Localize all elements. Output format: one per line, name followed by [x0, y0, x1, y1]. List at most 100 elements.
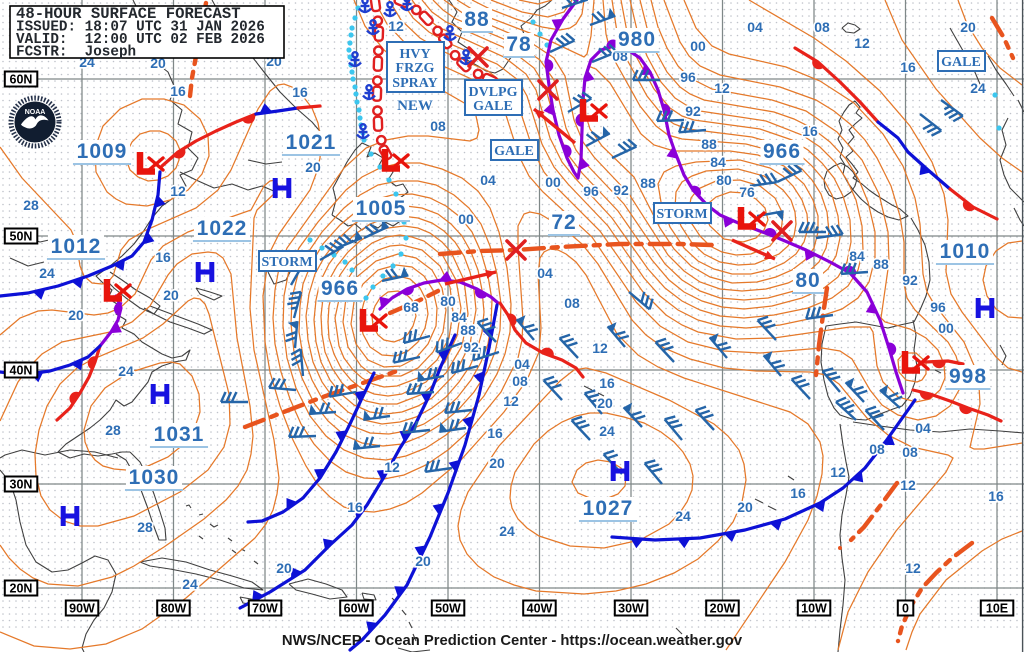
svg-text:16: 16	[347, 499, 363, 515]
svg-text:76: 76	[739, 184, 755, 200]
svg-text:60W: 60W	[344, 602, 370, 616]
svg-text:10W: 10W	[801, 602, 827, 616]
svg-text:16: 16	[900, 59, 916, 75]
svg-text:70W: 70W	[252, 602, 278, 616]
svg-text:20: 20	[305, 159, 321, 175]
svg-text:84: 84	[451, 309, 467, 325]
svg-text:980: 980	[618, 28, 656, 51]
svg-text:20: 20	[737, 499, 753, 515]
svg-text:92: 92	[613, 182, 629, 198]
svg-text:30N: 30N	[10, 478, 33, 492]
svg-text:84: 84	[849, 248, 865, 264]
svg-text:80W: 80W	[161, 602, 187, 616]
svg-text:1005: 1005	[356, 197, 407, 220]
svg-text:SPRAY: SPRAY	[392, 76, 437, 91]
svg-text:92: 92	[685, 103, 701, 119]
svg-text:50W: 50W	[435, 602, 461, 616]
svg-text:1010: 1010	[940, 240, 991, 263]
svg-text:20: 20	[276, 560, 292, 576]
svg-text:08: 08	[430, 118, 446, 134]
svg-text:24: 24	[599, 423, 615, 439]
svg-text:20W: 20W	[710, 602, 736, 616]
svg-text:20: 20	[489, 455, 505, 471]
svg-text:GALE: GALE	[941, 55, 981, 70]
svg-text:80: 80	[795, 269, 820, 292]
svg-text:60N: 60N	[10, 73, 33, 87]
svg-text:12: 12	[830, 464, 846, 480]
svg-text:12: 12	[388, 18, 404, 34]
svg-text:20: 20	[68, 307, 84, 323]
svg-text:24: 24	[118, 363, 134, 379]
svg-text:GALE: GALE	[473, 99, 513, 114]
svg-text:16: 16	[487, 425, 503, 441]
svg-text:04: 04	[537, 265, 553, 281]
svg-text:00: 00	[458, 211, 474, 227]
svg-text:16: 16	[292, 84, 308, 100]
svg-text:1009: 1009	[77, 140, 128, 163]
svg-text:08: 08	[564, 295, 580, 311]
svg-text:24: 24	[970, 80, 986, 96]
svg-text:12: 12	[900, 477, 916, 493]
svg-text:04: 04	[514, 356, 530, 372]
svg-text:12: 12	[384, 459, 400, 475]
svg-text:16: 16	[155, 249, 171, 265]
svg-text:24: 24	[675, 508, 691, 524]
svg-text:16: 16	[802, 123, 818, 139]
svg-text:68: 68	[403, 299, 419, 315]
svg-text:1022: 1022	[197, 217, 248, 240]
svg-text:16: 16	[988, 488, 1004, 504]
svg-text:72: 72	[551, 211, 576, 234]
svg-text:24: 24	[499, 523, 515, 539]
svg-text:ISSUED: 18:07 UTC 31 JAN 2026: ISSUED: 18:07 UTC 31 JAN 2026	[16, 20, 265, 36]
svg-text:24: 24	[39, 265, 55, 281]
svg-text:40W: 40W	[527, 602, 553, 616]
svg-text:1031: 1031	[154, 423, 205, 446]
svg-text:20: 20	[597, 395, 613, 411]
svg-text:00: 00	[545, 174, 561, 190]
svg-text:12: 12	[714, 80, 730, 96]
svg-text:08: 08	[512, 373, 528, 389]
svg-text:VALID: 12:00 UTC 02 FEB 2026: VALID: 12:00 UTC 02 FEB 2026	[16, 32, 265, 48]
svg-text:998: 998	[949, 365, 987, 388]
svg-text:10E: 10E	[986, 602, 1008, 616]
svg-text:1030: 1030	[129, 466, 180, 489]
svg-text:0: 0	[902, 602, 909, 616]
svg-text:HVY: HVY	[399, 47, 430, 62]
svg-text:28: 28	[137, 519, 153, 535]
svg-text:92: 92	[902, 272, 918, 288]
svg-text:08: 08	[902, 444, 918, 460]
svg-text:08: 08	[814, 19, 830, 35]
svg-text:20: 20	[415, 553, 431, 569]
svg-text:DVLPG: DVLPG	[469, 85, 518, 100]
svg-text:NWS/NCEP - Ocean Prediction Ce: NWS/NCEP - Ocean Prediction Center - htt…	[282, 633, 743, 649]
svg-text:04: 04	[747, 19, 763, 35]
svg-text:966: 966	[763, 140, 801, 163]
svg-text:90W: 90W	[69, 602, 95, 616]
svg-text:12: 12	[905, 560, 921, 576]
svg-text:1027: 1027	[583, 497, 634, 520]
svg-text:80: 80	[716, 172, 732, 188]
svg-text:966: 966	[321, 277, 359, 300]
svg-text:08: 08	[869, 441, 885, 457]
svg-text:NEW: NEW	[397, 98, 433, 114]
svg-text:96: 96	[930, 299, 946, 315]
svg-text:04: 04	[915, 420, 931, 436]
svg-text:STORM: STORM	[261, 255, 312, 270]
svg-text:28: 28	[23, 197, 39, 213]
svg-text:30W: 30W	[618, 602, 644, 616]
svg-text:24: 24	[182, 576, 198, 592]
svg-text:50N: 50N	[10, 230, 33, 244]
svg-text:92: 92	[463, 339, 479, 355]
svg-text:88: 88	[873, 256, 889, 272]
svg-text:40N: 40N	[10, 364, 33, 378]
svg-text:20: 20	[163, 287, 179, 303]
svg-text:16: 16	[599, 375, 615, 391]
svg-text:16: 16	[790, 485, 806, 501]
svg-text:STORM: STORM	[656, 207, 707, 222]
svg-text:NOAA: NOAA	[25, 109, 46, 116]
svg-text:1012: 1012	[51, 235, 102, 258]
svg-text:96: 96	[583, 183, 599, 199]
svg-text:00: 00	[690, 38, 706, 54]
svg-text:88: 88	[460, 322, 476, 338]
svg-text:12: 12	[592, 340, 608, 356]
